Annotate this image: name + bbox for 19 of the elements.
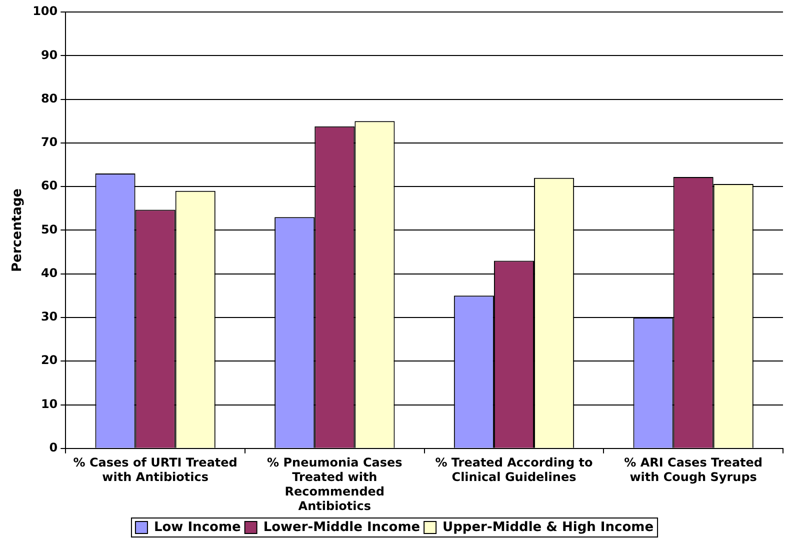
y-tick-label: 50 bbox=[40, 222, 58, 236]
legend-label: Upper-Middle & High Income bbox=[442, 520, 654, 535]
y-tick-label: 30 bbox=[40, 310, 58, 324]
y-tick-label: 0 bbox=[49, 440, 58, 455]
y-tick-label: 100 bbox=[32, 4, 58, 18]
y-tick-label: 40 bbox=[40, 266, 58, 280]
y-tick-label: 10 bbox=[40, 396, 58, 411]
legend-label: Lower-Middle Income bbox=[263, 520, 420, 535]
x-tick-label: % ARI Cases Treated with Cough Syrups bbox=[624, 456, 763, 484]
y-tick-label: 80 bbox=[40, 91, 58, 106]
y-axis-title: Percentage bbox=[10, 188, 26, 272]
y-tick-label: 20 bbox=[40, 353, 58, 368]
legend-label: Low Income bbox=[154, 520, 241, 535]
y-tick-label: 60 bbox=[40, 178, 58, 193]
y-tick-label: 90 bbox=[40, 48, 58, 62]
x-tick-label: % Treated According to Clinical Guidelines bbox=[435, 456, 593, 484]
x-tick-label: % Pneumonia Cases Treated with Recommended Antibiotics bbox=[267, 456, 402, 513]
y-tick-label: 70 bbox=[40, 135, 58, 150]
x-tick-label: % Cases of URTI Treated with Antibiotics bbox=[73, 456, 238, 484]
